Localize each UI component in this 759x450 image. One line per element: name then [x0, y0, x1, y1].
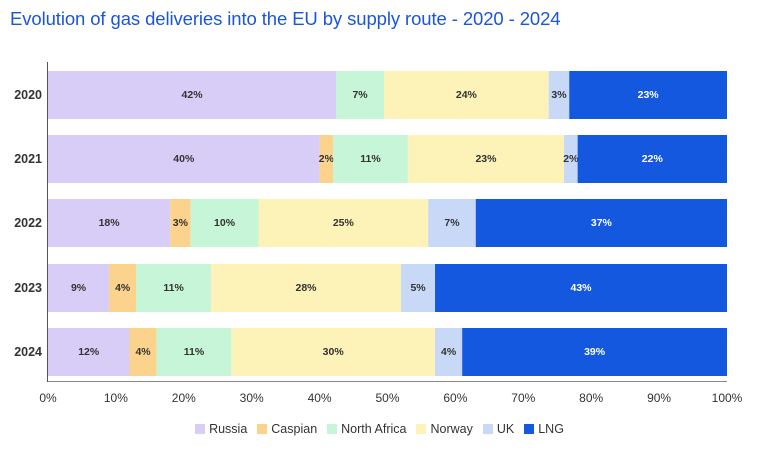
x-tick-label: 40%	[308, 391, 332, 405]
data-label: 10%	[214, 217, 236, 229]
data-label: 5%	[410, 282, 426, 294]
x-tick-label: 20%	[172, 391, 196, 405]
data-label: 11%	[360, 153, 381, 165]
legend-label: LNG	[538, 422, 564, 436]
data-label: 7%	[444, 217, 460, 229]
data-label: 2%	[319, 153, 335, 165]
bar-segment-uk-2024	[435, 328, 463, 376]
chart-legend: Russia Caspian North Africa Norway UK LNG	[0, 422, 759, 436]
data-label: 7%	[352, 89, 368, 101]
data-label: 23%	[475, 153, 497, 165]
bar-segment-russia-2021	[48, 135, 320, 183]
legend-item-north-africa: North Africa	[327, 422, 406, 436]
data-label: 4%	[115, 282, 131, 294]
category-label-2020: 2020	[14, 88, 42, 102]
data-label: 39%	[584, 346, 606, 358]
bar-segment-north-africa-2021	[333, 135, 408, 183]
data-label: 40%	[173, 153, 195, 165]
category-label-2022: 2022	[14, 216, 42, 230]
bar-segment-caspian-2024	[129, 328, 157, 376]
legend-label: North Africa	[341, 422, 407, 436]
legend-item-caspian: Caspian	[257, 422, 317, 436]
bar-segment-russia-2024	[48, 328, 130, 376]
legend-label: Norway	[430, 422, 473, 436]
legend-swatch	[195, 424, 206, 434]
legend-label: UK	[496, 422, 515, 436]
data-label: 18%	[99, 217, 121, 229]
bar-segment-lng-2022	[475, 199, 727, 247]
data-label: 4%	[441, 346, 457, 358]
legend-item-norway: Norway	[416, 422, 473, 436]
data-label: 22%	[642, 153, 664, 165]
legend-swatch	[257, 424, 268, 434]
data-label: 3%	[551, 89, 567, 101]
data-label: 25%	[333, 217, 355, 229]
bar-segment-russia-2023	[48, 264, 110, 312]
bar-segment-north-africa-2020	[336, 71, 385, 119]
stacked-bar-chart: 42% 7% 24% 3% 23% 2020 40% 2% 11% 23% 2% 22% 2021 18%…	[14, 62, 743, 405]
bar-segment-lng-2023	[435, 264, 727, 312]
bar-segment-norway-2024	[231, 328, 436, 376]
bar-segment-uk-2021	[564, 135, 578, 183]
x-tick-label: 90%	[647, 391, 671, 405]
legend-swatch	[416, 424, 427, 434]
data-label: 11%	[184, 346, 205, 358]
x-tick-label: 60%	[443, 391, 467, 405]
x-tick-label: 50%	[375, 391, 399, 405]
x-tick-label: 100%	[712, 391, 743, 405]
data-label: 2%	[563, 153, 579, 165]
bar-segment-uk-2020	[548, 71, 570, 119]
x-tick-label: 70%	[511, 391, 535, 405]
x-tick-label: 80%	[579, 391, 603, 405]
category-label-2023: 2023	[14, 281, 42, 295]
x-tick-label: 0%	[39, 391, 57, 405]
data-label: 4%	[135, 346, 151, 358]
bar-segment-north-africa-2022	[190, 199, 259, 247]
bar-segment-norway-2020	[384, 71, 549, 119]
bar-segment-russia-2020	[48, 71, 337, 119]
x-tick-label: 30%	[240, 391, 264, 405]
bar-segment-norway-2023	[210, 264, 402, 312]
category-label-2024: 2024	[14, 345, 42, 359]
data-label: 24%	[456, 89, 478, 101]
data-label: 3%	[173, 217, 189, 229]
legend-item-lng: LNG	[524, 422, 564, 436]
bar-segment-norway-2022	[258, 199, 429, 247]
legend-item-russia: Russia	[195, 422, 247, 436]
bar-segment-lng-2024	[462, 328, 727, 376]
bar-segment-uk-2023	[401, 264, 436, 312]
data-label: 43%	[571, 282, 593, 294]
legend-swatch	[482, 424, 493, 434]
bar-segment-uk-2022	[428, 199, 476, 247]
data-label: 9%	[71, 282, 87, 294]
bar-segment-lng-2020	[569, 71, 727, 119]
bar-segment-caspian-2023	[109, 264, 137, 312]
bar-segment-lng-2021	[577, 135, 727, 183]
x-tick-label: 10%	[104, 391, 128, 405]
bar-segment-caspian-2022	[170, 199, 191, 247]
legend-swatch	[327, 424, 338, 434]
bar-segment-caspian-2021	[319, 135, 334, 183]
legend-label: Russia	[209, 422, 248, 436]
data-label: 12%	[78, 346, 100, 358]
bar-segment-norway-2021	[407, 135, 565, 183]
data-label: 42%	[182, 89, 204, 101]
category-label-2021: 2021	[14, 152, 42, 166]
legend-item-uk: UK	[482, 422, 515, 436]
data-label: 30%	[323, 346, 345, 358]
legend-label: Caspian	[271, 422, 318, 436]
bar-segment-north-africa-2023	[136, 264, 211, 312]
data-label: 23%	[638, 89, 660, 101]
bar-segment-russia-2022	[48, 199, 171, 247]
data-label: 11%	[163, 282, 184, 294]
legend-swatch	[524, 424, 535, 434]
data-label: 37%	[591, 217, 613, 229]
data-label: 28%	[296, 282, 318, 294]
chart-title: Evolution of gas deliveries into the EU …	[10, 8, 561, 29]
bar-segment-north-africa-2024	[156, 328, 232, 376]
